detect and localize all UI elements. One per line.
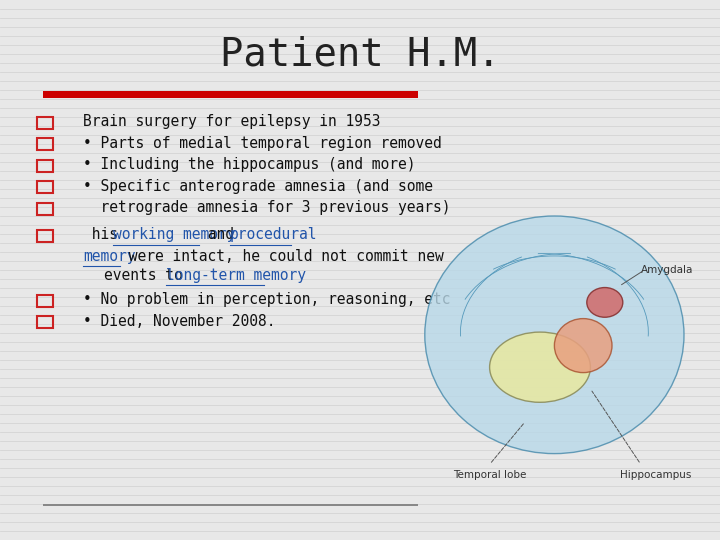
Text: Brain surgery for epilepsy in 1953: Brain surgery for epilepsy in 1953 [83,114,380,129]
Text: procedural: procedural [230,227,318,242]
Text: Patient H.M.: Patient H.M. [220,35,500,73]
Text: • Specific anterograde amnesia (and some: • Specific anterograde amnesia (and some [83,179,433,194]
Text: and: and [199,227,243,242]
Text: Temporal lobe: Temporal lobe [453,470,526,480]
Text: were intact, he could not commit new: were intact, he could not commit new [120,249,444,264]
Text: retrograde amnesia for 3 previous years): retrograde amnesia for 3 previous years) [83,200,450,215]
Text: his: his [83,227,127,242]
Text: • Parts of medial temporal region removed: • Parts of medial temporal region remove… [83,136,441,151]
Text: working memory: working memory [114,227,236,242]
Text: Amygdala: Amygdala [641,265,693,275]
Text: Hippocampus: Hippocampus [619,470,691,480]
Ellipse shape [490,332,590,402]
Ellipse shape [554,319,612,373]
Text: • No problem in perception, reasoning, etc: • No problem in perception, reasoning, e… [83,292,450,307]
Text: long-term memory: long-term memory [166,268,305,283]
Text: events to: events to [104,268,192,283]
FancyBboxPatch shape [43,504,418,505]
Text: • Including the hippocampus (and more): • Including the hippocampus (and more) [83,157,415,172]
Ellipse shape [425,216,684,454]
Ellipse shape [587,287,623,317]
FancyBboxPatch shape [43,91,418,98]
Text: • Died, November 2008.: • Died, November 2008. [83,314,275,329]
Text: memory: memory [83,249,135,264]
